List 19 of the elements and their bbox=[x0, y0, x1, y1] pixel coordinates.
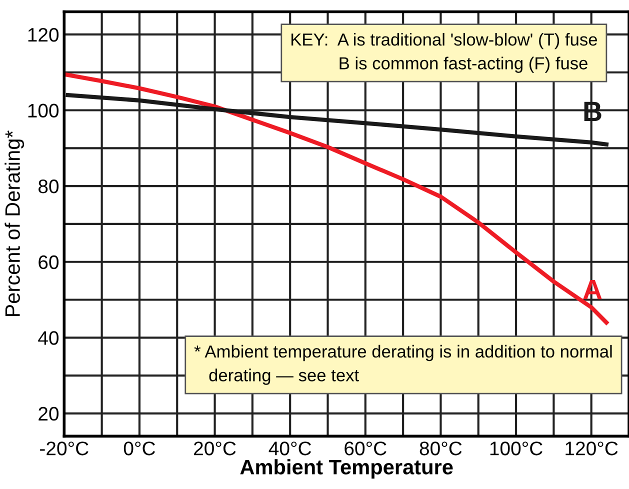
annotation: * Ambient temperature derating is in addition to normal derating — see text bbox=[194, 344, 612, 385]
x-tick-label: 80°C bbox=[420, 442, 462, 456]
x-tick-label: 20°C bbox=[194, 442, 236, 456]
y-tick-label: 100 bbox=[28, 104, 59, 118]
x-tick-label: 0°C bbox=[124, 442, 156, 456]
y-tick-label: 80 bbox=[38, 180, 59, 194]
y-axis-title: Percent of Derating* bbox=[4, 130, 24, 316]
y-tick-label: 20 bbox=[38, 406, 59, 421]
x-axis-title: Ambient Temperature bbox=[240, 459, 453, 479]
y-tick-label: 120 bbox=[28, 28, 59, 42]
x-tick-label: 40°C bbox=[268, 442, 312, 456]
x-tick-label: 120°C bbox=[566, 442, 618, 456]
annotation: KEY: A is traditional 'slow-blow' (T) fuse B is common fast-acting (F) fuse bbox=[292, 32, 598, 73]
line-series bbox=[64, 72, 608, 325]
x-tick-label: 60°C bbox=[344, 442, 386, 456]
y-tick-label: 60 bbox=[38, 255, 59, 270]
y-tick-label: 40 bbox=[38, 331, 59, 345]
x-tick-label: 100°C bbox=[490, 442, 542, 456]
x-tick-label: -20°C bbox=[40, 442, 88, 456]
